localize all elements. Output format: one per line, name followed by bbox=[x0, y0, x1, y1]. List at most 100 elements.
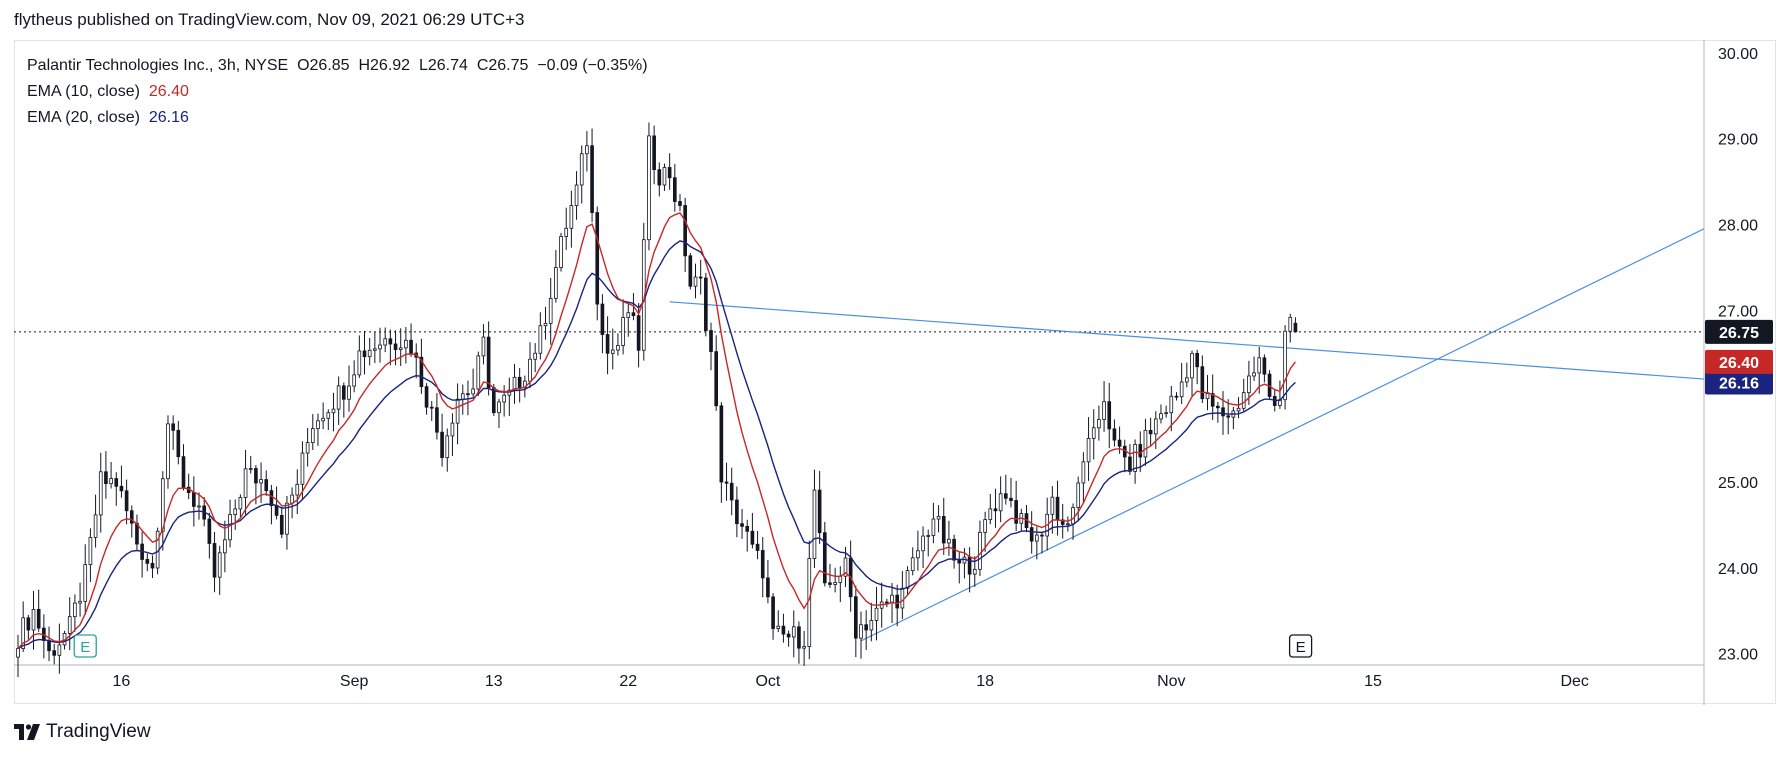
candle-body[interactable] bbox=[119, 485, 124, 492]
candle-body[interactable] bbox=[290, 494, 294, 504]
candle-body[interactable] bbox=[838, 575, 843, 583]
symbol-title[interactable]: Palantir Technologies Inc., 3h, NYSE bbox=[27, 57, 289, 74]
candle-body[interactable] bbox=[916, 550, 920, 559]
candle-body[interactable] bbox=[760, 550, 765, 579]
candle-body[interactable] bbox=[626, 312, 631, 318]
candle-body[interactable] bbox=[533, 352, 538, 360]
candle-body[interactable] bbox=[171, 423, 175, 431]
candle-body[interactable] bbox=[812, 489, 817, 559]
candle-body[interactable] bbox=[947, 538, 951, 544]
candle-body[interactable] bbox=[1133, 444, 1137, 472]
candle-body[interactable] bbox=[926, 535, 931, 537]
candle-body[interactable] bbox=[988, 508, 993, 521]
lower-trendline[interactable] bbox=[860, 228, 1705, 642]
candle-body[interactable] bbox=[822, 532, 827, 584]
candle-body[interactable] bbox=[1055, 496, 1060, 521]
candle-body[interactable] bbox=[26, 617, 31, 631]
candle-body[interactable] bbox=[1071, 507, 1075, 525]
candle-body[interactable] bbox=[807, 558, 812, 647]
candle-body[interactable] bbox=[166, 423, 170, 480]
candle-body[interactable] bbox=[817, 489, 822, 534]
candle-body[interactable] bbox=[828, 582, 832, 585]
candle-body[interactable] bbox=[310, 428, 315, 443]
candle-body[interactable] bbox=[341, 385, 346, 400]
candle-body[interactable] bbox=[672, 177, 677, 202]
candle-body[interactable] bbox=[207, 518, 212, 544]
candle-body[interactable] bbox=[688, 255, 693, 287]
candle-body[interactable] bbox=[538, 325, 543, 354]
candle-body[interactable] bbox=[1050, 496, 1055, 515]
candle-body[interactable] bbox=[455, 398, 460, 424]
candle-body[interactable] bbox=[1148, 429, 1153, 435]
candle-body[interactable] bbox=[957, 559, 962, 564]
candle-body[interactable] bbox=[373, 348, 377, 351]
candle-body[interactable] bbox=[1003, 493, 1008, 499]
candle-body[interactable] bbox=[93, 514, 98, 538]
candle-body[interactable] bbox=[683, 205, 687, 257]
candle-body[interactable] bbox=[316, 420, 320, 429]
candle-body[interactable] bbox=[921, 535, 925, 552]
candle-body[interactable] bbox=[1195, 352, 1199, 368]
candle-body[interactable] bbox=[109, 478, 113, 485]
candle-body[interactable] bbox=[910, 557, 915, 572]
candle-body[interactable] bbox=[305, 442, 310, 454]
candle-body[interactable] bbox=[579, 153, 584, 186]
candle-body[interactable] bbox=[704, 277, 708, 331]
candle-body[interactable] bbox=[1247, 375, 1251, 394]
candle-body[interactable] bbox=[398, 347, 403, 350]
candle-body[interactable] bbox=[486, 336, 491, 389]
candle-body[interactable] bbox=[460, 393, 465, 400]
candle-body[interactable] bbox=[393, 343, 398, 350]
candle-body[interactable] bbox=[424, 386, 429, 408]
candle-body[interactable] bbox=[98, 471, 103, 516]
candle-body[interactable] bbox=[336, 385, 341, 410]
earnings-marker[interactable] bbox=[73, 634, 97, 658]
candle-body[interactable] bbox=[274, 505, 279, 516]
candle-body[interactable] bbox=[662, 167, 667, 186]
candle-body[interactable] bbox=[1283, 330, 1287, 401]
candle-body[interactable] bbox=[212, 543, 217, 578]
candle-body[interactable] bbox=[1252, 372, 1256, 377]
candle-body[interactable] bbox=[1112, 428, 1117, 441]
candle-body[interactable] bbox=[874, 607, 879, 621]
candle-body[interactable] bbox=[657, 169, 662, 186]
candle-body[interactable] bbox=[1190, 352, 1194, 379]
candle-body[interactable] bbox=[554, 267, 558, 299]
upper-trendline[interactable] bbox=[669, 301, 1705, 380]
candle-body[interactable] bbox=[735, 499, 739, 525]
candle-body[interactable] bbox=[610, 349, 615, 354]
candle-body[interactable] bbox=[714, 351, 719, 407]
candle-body[interactable] bbox=[1288, 316, 1293, 332]
candle-body[interactable] bbox=[57, 644, 62, 656]
candle-body[interactable] bbox=[347, 385, 351, 400]
candle-body[interactable] bbox=[574, 184, 579, 207]
candle-body[interactable] bbox=[471, 388, 475, 395]
candle-body[interactable] bbox=[621, 317, 625, 346]
candle-body[interactable] bbox=[264, 479, 269, 492]
candle-body[interactable] bbox=[543, 322, 548, 327]
candle-body[interactable] bbox=[998, 493, 1003, 512]
candle-body[interactable] bbox=[197, 505, 201, 508]
candle-body[interactable] bbox=[300, 452, 305, 485]
ema20-line[interactable] bbox=[17, 240, 1296, 650]
candle-body[interactable] bbox=[864, 624, 868, 631]
candle-body[interactable] bbox=[724, 481, 729, 484]
candle-body[interactable] bbox=[978, 531, 982, 570]
candle-body[interactable] bbox=[776, 625, 781, 629]
candle-body[interactable] bbox=[481, 336, 486, 357]
candle-body[interactable] bbox=[595, 212, 600, 305]
candle-body[interactable] bbox=[1164, 412, 1168, 415]
candle-body[interactable] bbox=[854, 596, 858, 639]
candle-body[interactable] bbox=[383, 338, 388, 346]
candle-body[interactable] bbox=[719, 405, 724, 483]
candle-body[interactable] bbox=[745, 525, 750, 532]
candle-body[interactable] bbox=[362, 350, 367, 358]
candle-body[interactable] bbox=[259, 479, 263, 484]
candle-body[interactable] bbox=[740, 523, 744, 527]
candle-body[interactable] bbox=[967, 556, 972, 575]
candle-body[interactable] bbox=[1097, 419, 1101, 429]
candle-body[interactable] bbox=[233, 508, 238, 515]
candle-body[interactable] bbox=[404, 339, 408, 349]
candle-body[interactable] bbox=[295, 483, 300, 496]
candle-body[interactable] bbox=[321, 417, 325, 422]
